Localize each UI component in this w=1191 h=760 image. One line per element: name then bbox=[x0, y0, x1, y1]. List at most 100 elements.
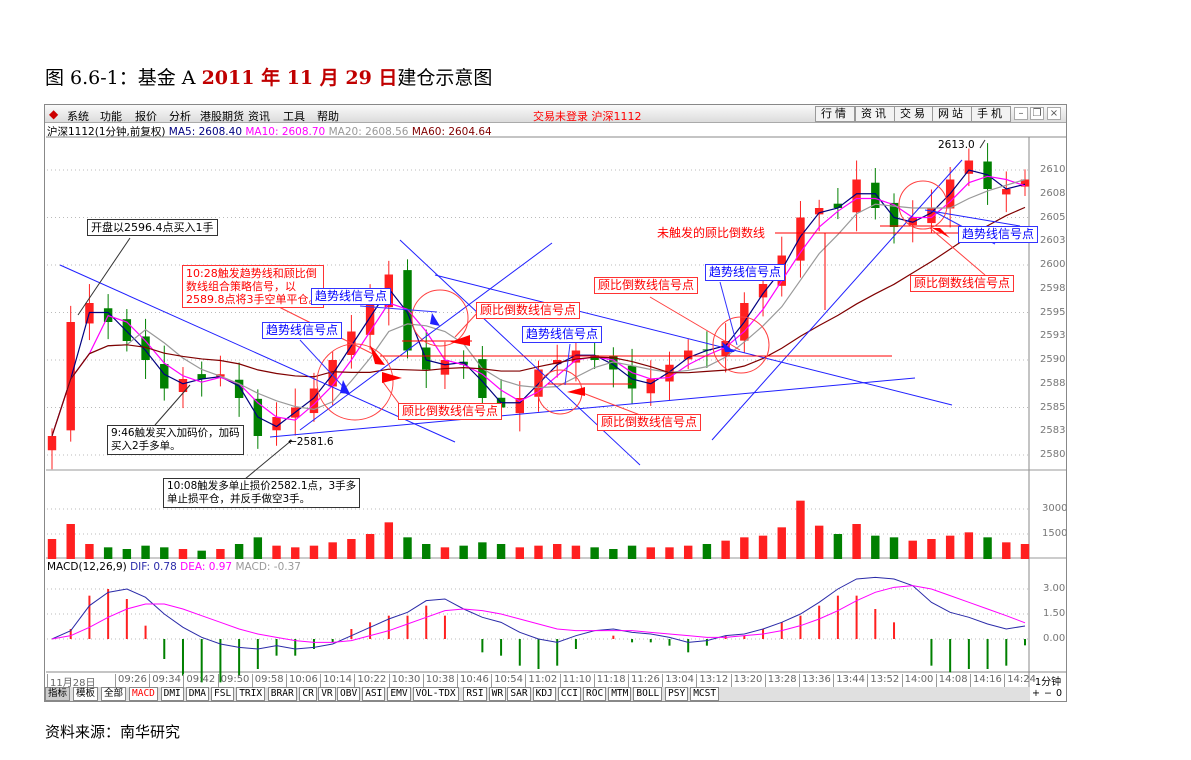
trend-line bbox=[299, 242, 553, 431]
menu-system[interactable]: 系统 bbox=[67, 110, 89, 123]
volume-bar bbox=[141, 545, 150, 559]
volume-bar bbox=[908, 540, 917, 559]
volume-bar bbox=[665, 547, 674, 559]
restore-icon[interactable]: ❐ bbox=[1030, 107, 1044, 120]
indicator-tab-kdj[interactable]: KDJ bbox=[532, 687, 556, 701]
zoom-out-button[interactable]: − bbox=[1044, 688, 1052, 699]
indicator-tab-macd[interactable]: MACD bbox=[129, 687, 158, 701]
leader-line bbox=[77, 237, 131, 316]
btn-trade[interactable]: 交易 bbox=[894, 106, 934, 122]
time-tick-label: 11月28日 bbox=[47, 674, 95, 689]
signal-circle bbox=[411, 289, 469, 347]
indicator-tab-wr[interactable]: WR bbox=[488, 687, 507, 701]
leader-line bbox=[299, 339, 349, 393]
price-tick-label: 2590 bbox=[1040, 354, 1066, 365]
indicator-tab-cci[interactable]: CCI bbox=[557, 687, 581, 701]
indicator-tab-rsi[interactable]: RSI bbox=[463, 687, 487, 701]
leader-line bbox=[979, 139, 986, 149]
volume-bar bbox=[721, 540, 730, 559]
zoom-reset-button[interactable]: 0 bbox=[1056, 688, 1063, 699]
candle-body bbox=[889, 202, 899, 227]
volume-bar bbox=[328, 542, 337, 559]
macd-label: MACD(12,26,9) bbox=[47, 561, 127, 573]
zoom-controls: + − 0 bbox=[1029, 688, 1066, 701]
volume-bar bbox=[234, 544, 244, 559]
price-tick-label: 2603 bbox=[1040, 235, 1066, 247]
dif-line bbox=[51, 576, 1026, 650]
menu-hk-futures[interactable]: 港股期货 bbox=[200, 110, 244, 123]
signal-arrow-icon bbox=[567, 387, 585, 396]
menu-function[interactable]: 功能 bbox=[100, 110, 122, 123]
indicator-tab-fsl[interactable]: FSL bbox=[211, 687, 235, 701]
gubi-signal-label: 顾比倒数线信号点 bbox=[398, 403, 503, 420]
price-tick-label: 2605 bbox=[1040, 211, 1066, 223]
ma5-value: MA5: 2608.40 bbox=[168, 126, 242, 138]
volume-bar bbox=[47, 539, 57, 559]
time-tick-label: 09:50 bbox=[217, 674, 249, 687]
volume-bar bbox=[197, 550, 206, 559]
leader-line bbox=[649, 296, 741, 351]
indicator-tab-sar[interactable]: SAR bbox=[507, 687, 531, 701]
time-tick-label: 14:24 bbox=[1004, 674, 1036, 687]
app-logo-icon: ◆ bbox=[49, 107, 59, 121]
trend-line bbox=[711, 159, 963, 441]
price-tick-label: 2593 bbox=[1040, 330, 1066, 342]
indicator-tab-dmi[interactable]: DMI bbox=[160, 687, 184, 701]
candle-body bbox=[964, 160, 974, 174]
indicator-tab-vol-tdx[interactable]: VOL-TDX bbox=[412, 687, 459, 701]
volume-bar bbox=[384, 522, 394, 559]
indicator-tab-trix[interactable]: TRIX bbox=[236, 687, 266, 701]
indicator-tab-brar[interactable]: BRAR bbox=[267, 687, 297, 701]
menu-news[interactable]: 资讯 bbox=[248, 110, 270, 123]
menu-bar: ◆ 系统 功能 报价 分析 港股期货 资讯 工具 帮助 交易未登录 沪深1112… bbox=[45, 105, 1066, 123]
volume-bar bbox=[403, 537, 412, 559]
btn-mobile[interactable]: 手机 bbox=[971, 106, 1011, 122]
time-tick-label: 13:28 bbox=[764, 674, 797, 687]
trend-line bbox=[269, 377, 916, 438]
indicator-tab-dma[interactable]: DMA bbox=[185, 687, 209, 701]
indicator-tab-vr[interactable]: VR bbox=[318, 687, 336, 701]
indicator-tab-obv[interactable]: OBV bbox=[337, 687, 361, 701]
high-marker: 2613.0 bbox=[938, 139, 975, 151]
btn-market[interactable]: 行情 bbox=[815, 106, 855, 122]
indicator-tab-全部[interactable]: 全部 bbox=[101, 687, 127, 701]
menu-quote[interactable]: 报价 bbox=[135, 110, 157, 123]
trend-line bbox=[924, 209, 1021, 227]
volume-bar bbox=[309, 545, 319, 559]
zoom-in-button[interactable]: + bbox=[1032, 688, 1040, 699]
indicator-tab-mtm[interactable]: MTM bbox=[608, 687, 632, 701]
price-tick-label: 2608 bbox=[1040, 187, 1066, 199]
price-tick-label: 2600 bbox=[1040, 259, 1066, 270]
indicator-tab-boll[interactable]: BOLL bbox=[633, 687, 663, 701]
period-label[interactable]: 1分钟 bbox=[1034, 677, 1062, 688]
ma5-line bbox=[51, 169, 1026, 437]
signal-arrow-icon bbox=[450, 335, 470, 346]
minimize-icon[interactable]: – bbox=[1014, 107, 1028, 120]
indicator-tab-asi[interactable]: ASI bbox=[362, 687, 386, 701]
menu-help[interactable]: 帮助 bbox=[317, 110, 339, 123]
volume-tick-label: 3000 bbox=[1042, 503, 1068, 514]
title-prefix: 图 6.6-1：基金 A bbox=[45, 67, 202, 89]
btn-website[interactable]: 网站 bbox=[932, 106, 972, 122]
indicator-tab-mcst[interactable]: MCST bbox=[690, 687, 720, 701]
candle-body bbox=[553, 360, 562, 365]
macd-info-bar: MACD(12,26,9) DIF: 0.78 DEA: 0.97 MACD: … bbox=[47, 561, 301, 573]
macd-tick-label: 0.00 bbox=[1043, 633, 1066, 644]
volume-bar bbox=[590, 547, 599, 559]
candle-body bbox=[571, 350, 581, 363]
indicator-tab-指标[interactable]: 指标 bbox=[45, 687, 71, 701]
signal-arrow-icon bbox=[932, 228, 950, 238]
volume-bar bbox=[478, 542, 487, 559]
indicator-tab-psy[interactable]: PSY bbox=[665, 687, 689, 701]
indicator-tab-cr[interactable]: CR bbox=[299, 687, 317, 701]
indicator-tab-roc[interactable]: ROC bbox=[583, 687, 607, 701]
close-icon[interactable]: × bbox=[1047, 107, 1061, 120]
leader-line bbox=[574, 389, 641, 416]
indicator-tab-模板[interactable]: 模板 bbox=[73, 687, 99, 701]
menu-tools[interactable]: 工具 bbox=[283, 110, 305, 123]
figure-title: 图 6.6-1：基金 A 2011 年 11 月 29 日建仓示意图 bbox=[45, 63, 492, 90]
menu-analysis[interactable]: 分析 bbox=[169, 110, 191, 123]
volume-bar bbox=[627, 545, 637, 559]
gubi-signal-label: 顾比倒数线信号点 bbox=[910, 275, 1015, 292]
indicator-tab-emv[interactable]: EMV bbox=[387, 687, 411, 701]
